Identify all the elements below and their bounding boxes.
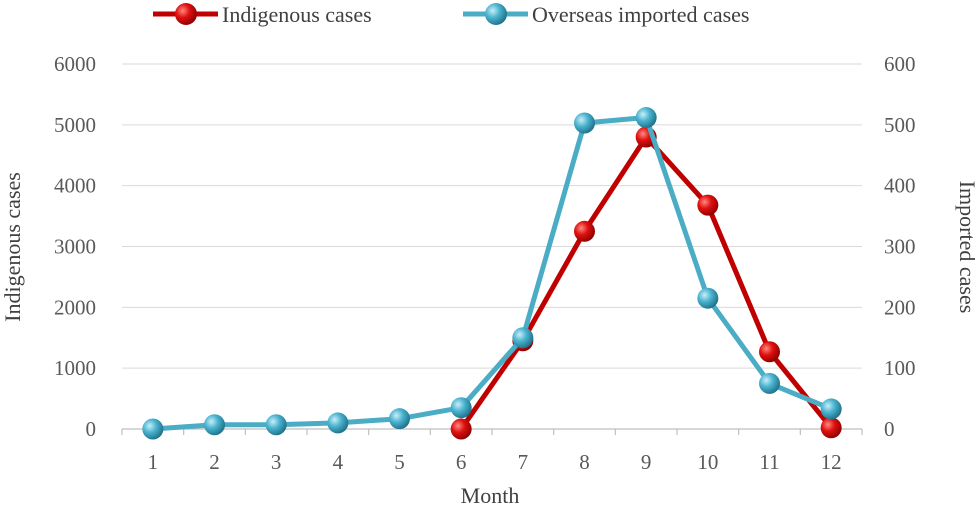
series-layer	[142, 107, 842, 440]
data-point	[759, 341, 780, 363]
data-point	[142, 418, 164, 440]
data-point	[635, 107, 657, 129]
data-point	[574, 112, 595, 134]
x-tick-label: 2	[209, 450, 220, 474]
x-tick-label: 4	[333, 450, 344, 474]
y-right-tick-label: 300	[884, 235, 916, 259]
data-point	[574, 220, 595, 242]
x-tick-label: 7	[518, 450, 529, 474]
y-right-tick-label: 500	[884, 113, 916, 137]
series-imported	[142, 107, 842, 440]
legend-item-indigenous: Indigenous cases	[153, 2, 372, 27]
x-axis-title: Month	[461, 483, 520, 508]
data-point	[697, 194, 719, 216]
data-point	[265, 414, 287, 436]
legend-label-imported: Overseas imported cases	[532, 2, 749, 27]
y-right-tick-label: 100	[884, 356, 916, 380]
y-right-tick-label: 400	[884, 174, 916, 198]
x-tick-label: 5	[394, 450, 405, 474]
y-axis-title-left: Indigenous cases	[0, 172, 25, 322]
legend: Indigenous cases Overseas imported cases	[153, 2, 749, 27]
data-point	[820, 398, 842, 420]
data-point	[450, 397, 472, 419]
y-right-tick-label: 200	[884, 295, 916, 319]
data-point	[204, 414, 225, 436]
axes: 0 1000 2000 3000 4000 5000 6000 0 100 200 300 400 50…	[54, 52, 916, 474]
x-tick-label: 11	[759, 450, 779, 474]
x-tick-label: 3	[271, 450, 282, 474]
data-point	[512, 327, 534, 349]
y-right-tick-label: 600	[884, 52, 916, 76]
y-right-tick-label: 0	[884, 417, 895, 441]
legend-marker-imported	[485, 3, 507, 25]
x-tick-label: 10	[697, 450, 718, 474]
legend-label-indigenous: Indigenous cases	[222, 2, 372, 27]
data-point	[759, 372, 780, 394]
y-left-tick-label: 2000	[54, 295, 96, 319]
data-point	[697, 287, 719, 309]
data-point	[327, 412, 349, 434]
data-point	[820, 417, 842, 439]
series-indigenous	[450, 126, 842, 440]
data-point	[389, 408, 410, 430]
x-tick-label: 12	[821, 450, 842, 474]
legend-item-imported: Overseas imported cases	[463, 2, 749, 27]
y-left-tick-label: 0	[86, 417, 97, 441]
data-point	[450, 418, 472, 440]
legend-marker-indigenous	[175, 3, 197, 25]
y-left-tick-label: 6000	[54, 52, 96, 76]
y-left-tick-label: 4000	[54, 174, 96, 198]
x-tick-label: 8	[579, 450, 590, 474]
y-left-tick-label: 5000	[54, 113, 96, 137]
gridlines	[122, 63, 862, 369]
y-left-tick-label: 1000	[54, 356, 96, 380]
y-left-tick-label: 3000	[54, 235, 96, 259]
x-tick-label: 9	[641, 450, 652, 474]
x-tick-label: 6	[456, 450, 467, 474]
x-tick-label: 1	[148, 450, 159, 474]
y-axis-title-right: Imported cases	[955, 181, 975, 314]
